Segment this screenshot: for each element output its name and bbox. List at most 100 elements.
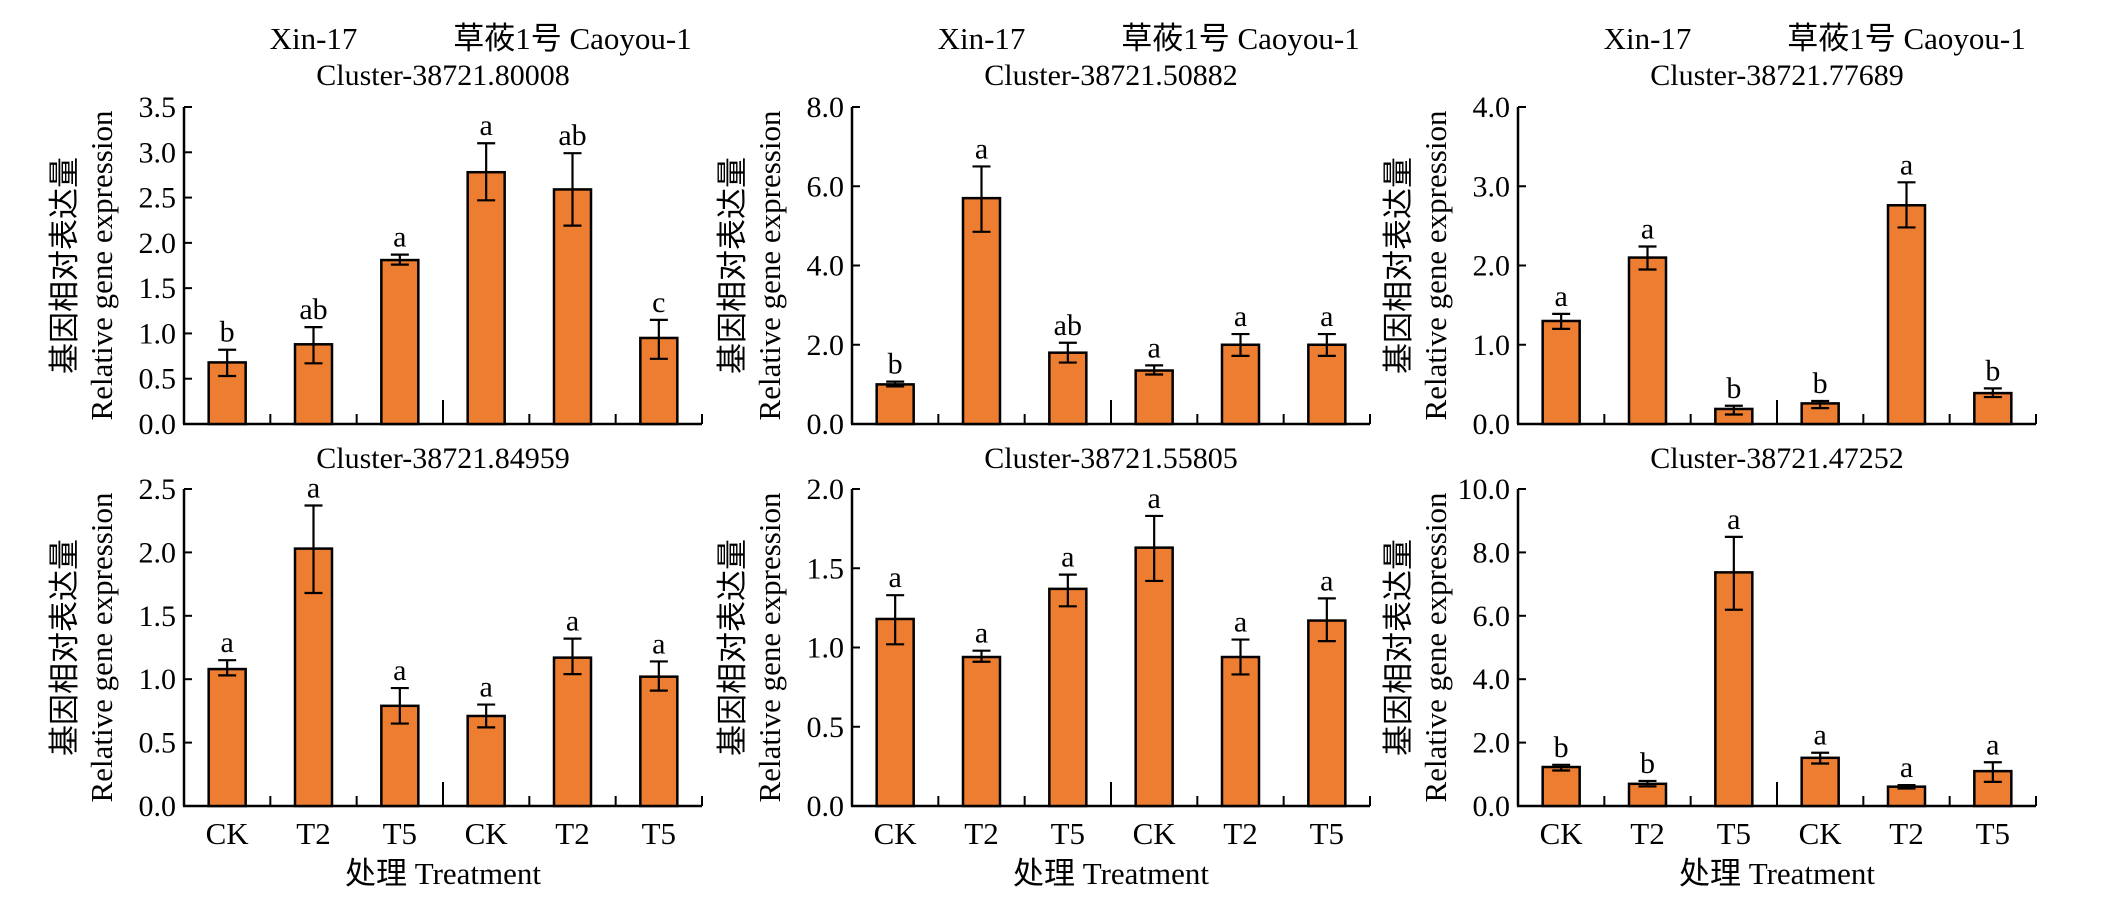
x-tick-label: T2 <box>964 816 998 851</box>
y-tick-label: 1.0 <box>139 663 177 696</box>
bar <box>466 170 506 426</box>
error-bar <box>649 318 668 360</box>
bar <box>961 655 1002 808</box>
chart-title: Cluster-38721.77689 <box>1650 59 1904 92</box>
error-bar <box>1724 404 1743 416</box>
error-bar <box>649 660 668 692</box>
significance-label: a <box>1148 482 1161 515</box>
bar <box>1134 546 1174 808</box>
error-bar <box>477 703 496 729</box>
significance-label: a <box>566 605 579 638</box>
y-axis-title-cn: 基因相对表达量 <box>47 539 82 756</box>
error-bar <box>563 152 582 227</box>
significance-label: a <box>652 627 665 660</box>
y-tick-label: 0.0 <box>807 790 845 823</box>
significance-label: c <box>652 286 665 319</box>
significance-label: a <box>393 654 406 687</box>
x-axis-title: 处理 Treatment <box>345 856 541 891</box>
significance-label: a <box>1148 331 1161 364</box>
y-axis-title-en: Relative gene expression <box>84 110 119 420</box>
group-label-caoyou1: 草莜1号 Caoyou-1 <box>1121 21 1360 56</box>
x-axis-title: 处理 Treatment <box>1679 856 1875 891</box>
error-bar <box>1638 779 1657 788</box>
y-axis-title-cn: 基因相对表达量 <box>1381 157 1416 374</box>
y-axis-title-en: Relative gene expression <box>1418 110 1453 420</box>
y-tick-label: 2.0 <box>807 473 845 506</box>
y-tick-label: 0.5 <box>139 363 177 396</box>
bar <box>1048 351 1088 426</box>
chart-title: Cluster-38721.47252 <box>1650 442 1904 475</box>
error-bar <box>1552 312 1571 330</box>
error-bar <box>390 686 409 725</box>
chart-title: Cluster-38721.55805 <box>984 442 1238 475</box>
x-tick-label: T5 <box>1310 816 1344 851</box>
chart-title: Cluster-38721.50882 <box>984 59 1238 92</box>
x-tick-label: CK <box>465 816 509 851</box>
y-tick-label: 1.5 <box>807 552 845 585</box>
significance-label: a <box>480 109 493 142</box>
significance-label: b <box>220 316 235 349</box>
error-bar <box>1231 332 1250 357</box>
x-tick-label: CK <box>874 816 918 851</box>
chart-title: Cluster-38721.80008 <box>316 59 570 92</box>
y-tick-label: 0.0 <box>139 790 177 823</box>
y-tick-label: 3.5 <box>139 91 177 124</box>
y-tick-label: 2.0 <box>807 329 845 362</box>
significance-label: a <box>307 471 320 504</box>
bar <box>1134 369 1174 426</box>
error-bar <box>1317 597 1336 643</box>
significance-label: a <box>1234 606 1247 639</box>
significance-label: a <box>1814 719 1827 752</box>
significance-label: b <box>1813 367 1828 400</box>
group-label-xin17: Xin-17 <box>938 21 1026 56</box>
error-bar <box>304 325 323 365</box>
y-tick-label: 4.0 <box>807 250 845 283</box>
error-bar <box>1552 763 1571 772</box>
bar <box>293 547 334 808</box>
y-tick-label: 0.0 <box>139 408 177 441</box>
error-bar <box>972 649 991 663</box>
x-tick-label: T2 <box>1223 816 1257 851</box>
error-bar <box>1897 181 1916 229</box>
significance-label: b <box>1726 372 1741 405</box>
error-bar <box>477 142 496 202</box>
error-bar <box>1317 332 1336 357</box>
significance-label: a <box>221 626 234 659</box>
x-axis-title: 处理 Treatment <box>1013 856 1209 891</box>
y-tick-label: 1.5 <box>139 272 177 305</box>
bar <box>552 656 593 808</box>
significance-label: a <box>393 221 406 254</box>
y-tick-label: 0.5 <box>807 711 845 744</box>
y-tick-label: 1.0 <box>1473 329 1511 362</box>
y-tick-label: 1.0 <box>807 632 845 665</box>
y-axis-title-cn: 基因相对表达量 <box>715 157 750 374</box>
significance-label: b <box>1554 731 1569 764</box>
x-tick-label: T2 <box>1630 816 1664 851</box>
significance-label: a <box>975 617 988 650</box>
x-tick-label: T5 <box>1976 816 2010 851</box>
y-axis-title-en: Relative gene expression <box>752 110 787 420</box>
chart-panel: Cluster-38721.47252 基因相对表达量 Relative gene … <box>1381 442 2037 891</box>
error-bar <box>1058 573 1077 608</box>
error-bar <box>1724 535 1743 611</box>
y-tick-label: 3.0 <box>139 136 177 169</box>
y-tick-label: 6.0 <box>807 170 845 203</box>
y-tick-label: 1.5 <box>139 600 177 633</box>
y-axis-title-cn: 基因相对表达量 <box>1381 539 1416 756</box>
error-bar <box>972 165 991 233</box>
y-axis-title-en: Relative gene expression <box>752 492 787 802</box>
error-bar <box>218 348 237 378</box>
significance-label: b <box>888 348 903 381</box>
significance-label: a <box>1900 751 1913 784</box>
significance-label: b <box>1640 747 1655 780</box>
bar <box>207 361 247 426</box>
bar <box>1886 204 1927 426</box>
chart-title: Cluster-38721.84959 <box>316 442 570 475</box>
y-tick-label: 3.0 <box>1473 170 1511 203</box>
error-bar <box>563 637 582 676</box>
y-tick-label: 2.5 <box>139 473 177 506</box>
bar <box>639 675 679 808</box>
bar <box>1714 571 1754 808</box>
